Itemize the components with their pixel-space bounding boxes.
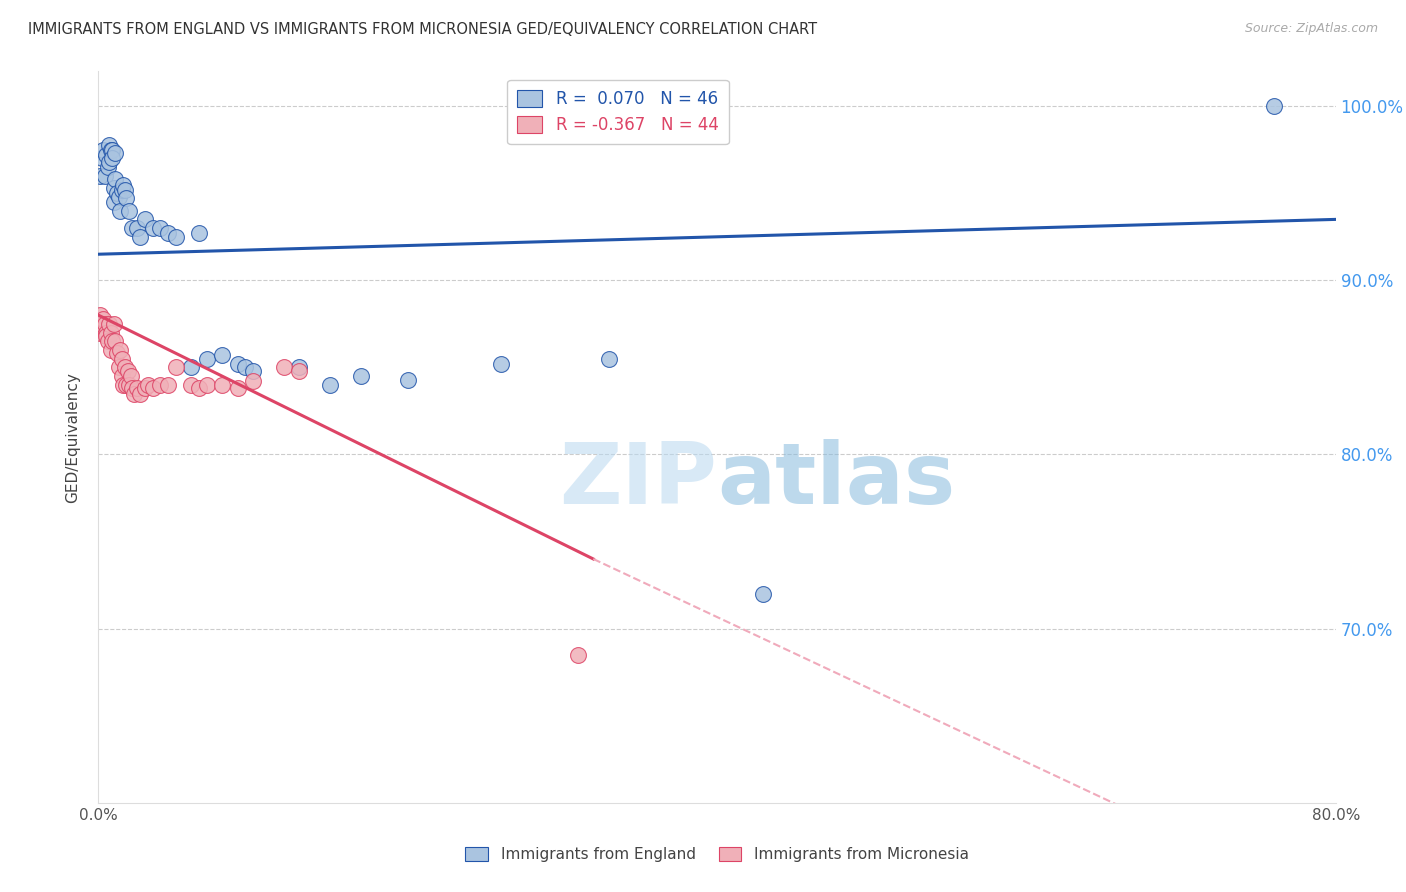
Point	[96, 326, 118, 340]
Point	[127, 221, 149, 235]
Point	[115, 192, 138, 206]
Point	[226, 381, 249, 395]
Point	[149, 221, 172, 235]
Point	[91, 311, 114, 326]
Point	[90, 152, 112, 166]
Point	[134, 212, 156, 227]
Point	[288, 360, 311, 375]
Point	[350, 369, 373, 384]
Point	[396, 373, 419, 387]
Point	[489, 357, 512, 371]
Point	[129, 229, 152, 244]
Point	[157, 377, 180, 392]
Point	[89, 169, 111, 183]
Point	[242, 364, 264, 378]
Point	[319, 377, 342, 392]
Point	[96, 329, 118, 343]
Point	[100, 343, 122, 357]
Point	[97, 334, 120, 349]
Point	[89, 308, 111, 322]
Y-axis label: GED/Equivalency: GED/Equivalency	[65, 372, 80, 502]
Text: Source: ZipAtlas.com: Source: ZipAtlas.com	[1244, 22, 1378, 36]
Point	[105, 346, 128, 360]
Point	[98, 155, 121, 169]
Point	[242, 375, 264, 389]
Point	[195, 351, 218, 366]
Point	[97, 160, 120, 174]
Point	[111, 369, 134, 384]
Point	[129, 386, 152, 401]
Point	[188, 227, 211, 241]
Point	[157, 227, 180, 241]
Point	[121, 381, 143, 395]
Point	[1263, 99, 1285, 113]
Point	[100, 143, 122, 157]
Point	[104, 172, 127, 186]
Point	[114, 183, 136, 197]
Point	[211, 377, 233, 392]
Point	[136, 377, 159, 392]
Point	[103, 317, 125, 331]
Point	[98, 137, 121, 152]
Point	[108, 343, 131, 357]
Point	[165, 360, 187, 375]
Point	[598, 351, 620, 366]
Point	[114, 360, 136, 375]
Point	[100, 326, 122, 340]
Point	[103, 181, 125, 195]
Point	[115, 377, 138, 392]
Text: atlas: atlas	[717, 440, 955, 523]
Point	[120, 369, 142, 384]
Point	[111, 351, 134, 366]
Point	[101, 334, 124, 349]
Point	[142, 221, 165, 235]
Point	[91, 143, 114, 157]
Point	[211, 348, 233, 362]
Point	[101, 143, 124, 157]
Point	[103, 194, 125, 209]
Point	[226, 357, 249, 371]
Point	[235, 360, 257, 375]
Point	[273, 360, 295, 375]
Point	[101, 152, 124, 166]
Text: ZIP: ZIP	[560, 440, 717, 523]
Point	[96, 148, 118, 162]
Point	[112, 377, 135, 392]
Point	[180, 377, 202, 392]
Point	[112, 178, 135, 192]
Point	[104, 334, 127, 349]
Point	[117, 364, 139, 378]
Point	[107, 190, 129, 204]
Point	[188, 381, 211, 395]
Point	[108, 203, 131, 218]
Legend: Immigrants from England, Immigrants from Micronesia: Immigrants from England, Immigrants from…	[460, 841, 974, 868]
Point	[105, 186, 128, 201]
Point	[111, 183, 134, 197]
Point	[118, 203, 141, 218]
Point	[89, 326, 111, 340]
Point	[104, 146, 127, 161]
Point	[134, 381, 156, 395]
Point	[90, 317, 112, 331]
Point	[93, 169, 115, 183]
Point	[121, 221, 143, 235]
Point	[107, 360, 129, 375]
Point	[98, 317, 121, 331]
Point	[122, 386, 145, 401]
Point	[195, 377, 218, 392]
Point	[567, 648, 589, 662]
Point	[149, 377, 172, 392]
Point	[165, 229, 187, 244]
Point	[752, 587, 775, 601]
Point	[118, 377, 141, 392]
Point	[142, 381, 165, 395]
Point	[180, 360, 202, 375]
Text: IMMIGRANTS FROM ENGLAND VS IMMIGRANTS FROM MICRONESIA GED/EQUIVALENCY CORRELATIO: IMMIGRANTS FROM ENGLAND VS IMMIGRANTS FR…	[28, 22, 817, 37]
Point	[288, 364, 311, 378]
Point	[93, 317, 115, 331]
Point	[127, 381, 149, 395]
